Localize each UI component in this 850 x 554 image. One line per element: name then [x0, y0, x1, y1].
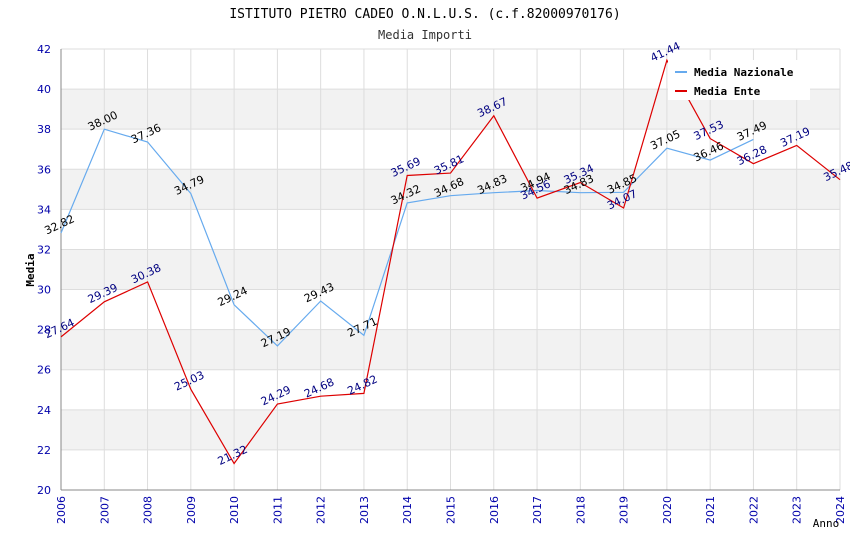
- legend-entry: Media Ente: [694, 85, 761, 98]
- x-tick-label: 2007: [98, 496, 111, 524]
- y-tick-label: 32: [37, 243, 51, 256]
- x-tick-label: 2020: [661, 496, 674, 524]
- axes: [60, 49, 840, 491]
- y-tick-label: 24: [37, 404, 51, 417]
- x-tick-label: 2008: [142, 496, 155, 524]
- y-tick-label: 30: [37, 284, 51, 297]
- x-tick-label: 2019: [618, 496, 631, 524]
- x-tick-label: 2018: [574, 496, 587, 524]
- y-tick-label: 20: [37, 484, 51, 497]
- y-tick-label: 38: [37, 123, 51, 136]
- x-axis-ticks: 2006 2007 2008 2009 2010 2011 2012 2013 2014 2015…: [55, 496, 847, 524]
- x-tick-label: 2016: [488, 496, 501, 524]
- data-label: 25.03: [172, 368, 206, 393]
- y-tick-label: 26: [37, 364, 51, 377]
- x-tick-label: 2013: [358, 496, 371, 524]
- x-tick-label: 2006: [55, 496, 68, 524]
- y-tick-label: 36: [37, 163, 51, 176]
- x-tick-label: 2010: [228, 496, 241, 524]
- x-tick-label: 2012: [315, 496, 328, 524]
- series-line-nazionale: [60, 128, 754, 347]
- x-tick-label: 2021: [704, 496, 717, 524]
- series-line-ente: [60, 58, 841, 465]
- x-tick-label: 2024: [834, 496, 847, 524]
- x-tick-label: 2011: [271, 496, 284, 524]
- series-lines: [60, 58, 841, 465]
- legend-box: [668, 60, 810, 100]
- data-label: 37.05: [648, 128, 682, 153]
- x-tick-label: 2022: [747, 496, 760, 524]
- chart-title: ISTITUTO PIETRO CADEO O.N.L.U.S. (c.f.82…: [229, 7, 620, 22]
- x-tick-label: 2017: [531, 496, 544, 524]
- x-axis-label: Anno: [813, 517, 840, 530]
- y-tick-label: 22: [37, 444, 51, 457]
- y-tick-label: 42: [37, 43, 51, 56]
- legend-entry: Media Nazionale: [694, 66, 794, 79]
- legend: Media Nazionale Media Ente: [668, 60, 810, 100]
- data-label: 24.29: [259, 383, 293, 408]
- y-axis-ticks: 20 22 24 26 28 30 32 34 36 38 40 42: [37, 43, 51, 497]
- x-tick-label: 2014: [401, 496, 414, 524]
- x-tick-label: 2023: [791, 496, 804, 524]
- x-tick-label: 2009: [185, 496, 198, 524]
- y-tick-label: 28: [37, 324, 51, 337]
- y-tick-label: 34: [37, 203, 51, 216]
- grid-lines: [60, 48, 841, 491]
- x-tick-label: 2015: [445, 496, 458, 524]
- y-tick-label: 40: [37, 83, 51, 96]
- y-axis-label: Media: [24, 253, 37, 286]
- data-label: 36.28: [735, 143, 769, 168]
- chart-subtitle: Media Importi: [378, 28, 472, 42]
